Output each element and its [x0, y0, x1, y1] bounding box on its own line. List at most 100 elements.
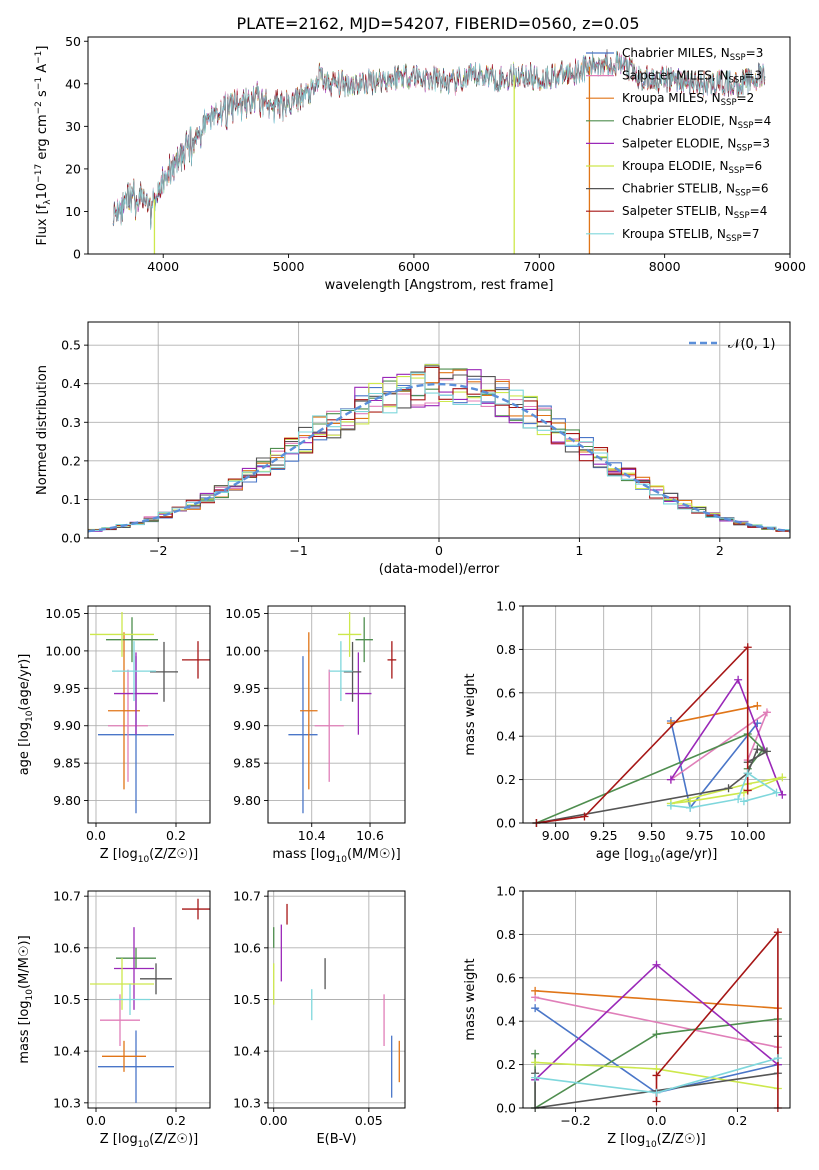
weight_vs_age-ytick-label: 0.6: [496, 685, 516, 700]
spectrum-ylabel: Flux [fλ10−17 erg cm−2 s−1 A−1]: [34, 46, 53, 246]
mass_vs_Z-ytick-label: 10.7: [53, 889, 81, 904]
spectrum-xtick-label: 7000: [523, 259, 555, 274]
weight_vs_age-marker-chabrier_stelib: [762, 747, 771, 756]
panels: 4000 5000 6000 7000 8000 900001020304050wavel…: [17, 34, 806, 1150]
age_vs_Z-ylabel: age [log10(age/yr)]: [17, 654, 35, 776]
age_vs_Z-ytick-label: 9.90: [53, 718, 81, 733]
spectrum-legend-label: Chabrier ELODIE, NSSP=4: [622, 114, 771, 131]
weight_vs_age-marker-salpeter_stelib: [743, 643, 752, 652]
weight_vs_Z-marker-chabrier_elodie: [652, 1030, 661, 1039]
mass_vs_Z-xtick-label: 0.2: [166, 1113, 186, 1128]
spectrum-legend-label: Chabrier STELIB, NSSP=6: [622, 182, 769, 199]
age_vs_Z-ytick-label: 9.85: [53, 756, 81, 771]
spectrum-legend-label: Kroupa ELODIE, NSSP=6: [622, 159, 762, 176]
weight_vs_age-xtick-label: 9.25: [590, 828, 618, 843]
residuals-ytick-label: 0.5: [61, 338, 81, 353]
residual-hist-kroupa_stelib: [88, 372, 790, 534]
age_vs_mass-xtick-label: 10.4: [298, 828, 326, 843]
mass_vs_Z-ytick-label: 10.4: [53, 1044, 81, 1059]
mass_vs_EBV-panel: 0.00 0.05 10.3 10.4 10.5 10.6 10.7 E(B-V): [233, 889, 406, 1147]
weight_vs_Z-xtick-label: 0.0: [647, 1113, 667, 1128]
residuals-xtick-label: 0: [435, 543, 443, 558]
weight_vs_age-line-chabrier_stelib: [536, 748, 770, 823]
weight_vs_age-marker-kroupa_stelib: [734, 795, 743, 804]
age_vs_Z-frame: [87, 605, 211, 824]
mass_vs_EBV-xlabel: E(B-V): [316, 1132, 356, 1147]
weight_vs_age-ytick-label: 0.8: [496, 642, 516, 657]
weight_vs_Z-line-kroupa_miles: [535, 990, 778, 1009]
residuals-ytick-label: 0.4: [61, 376, 81, 391]
weight_vs_Z-marker-kroupa_stelib: [531, 1073, 540, 1082]
spectrum-ytick-label: 20: [65, 161, 81, 176]
spectrum-ytick-label: 50: [65, 34, 81, 49]
weight_vs_age-ytick-label: 0.4: [496, 729, 516, 744]
weight_vs_Z-marker-salpeter_elodie: [652, 960, 661, 969]
weight_vs_age-marker-kroupa_stelib: [739, 797, 748, 806]
age_vs_Z-xlabel: Z [log10(Z/Z☉)]: [100, 847, 198, 865]
weight_vs_age-marker-kroupa_stelib: [686, 803, 695, 812]
weight_vs_Z-marker-kroupa_elodie: [531, 1058, 540, 1067]
age_vs_mass-frame: [267, 605, 406, 824]
age_vs_Z-ytick-label: 10.05: [45, 606, 81, 621]
residuals-xlabel: (data-model)/error: [379, 562, 500, 577]
weight_vs_age-ytick-label: 1.0: [496, 599, 516, 614]
mass_vs_EBV-ytick-label: 10.5: [233, 992, 261, 1007]
mass_vs_EBV-ytick-label: 10.4: [233, 1044, 261, 1059]
weight_vs_Z-ytick-label: 0.2: [496, 1057, 516, 1072]
spectrum-trace-kroupa_stelib: [112, 50, 766, 231]
spectrum-xtick-label: 6000: [398, 259, 430, 274]
residuals-ytick-label: 0.1: [61, 492, 81, 507]
weight_vs_age-marker-salpeter_elodie: [734, 675, 743, 684]
age_vs_mass-ytick-label: 9.85: [233, 756, 261, 771]
spectrum-xtick-label: 5000: [273, 259, 305, 274]
weight_vs_Z-xlabel: Z [log10(Z/Z☉)]: [607, 1132, 705, 1150]
weight_vs_Z-marker-kroupa_miles: [531, 986, 540, 995]
mass_vs_EBV-xtick-label: 0.05: [355, 1113, 383, 1128]
mass_vs_EBV-xtick-label: 0.00: [260, 1113, 288, 1128]
weight_vs_Z-ytick-label: 0.8: [496, 927, 516, 942]
weight_vs_Z-line-salpeter_stelib: [655, 930, 779, 1108]
weight_vs_Z-marker-chabrier_elodie: [531, 1049, 540, 1058]
residual-hist-salpeter_elodie: [88, 369, 790, 534]
spectrum-legend-label: Kroupa MILES, NSSP=2: [622, 91, 754, 108]
weight_vs_age-ytick-label: 0.0: [496, 816, 516, 831]
mass_vs_EBV-ytick-label: 10.6: [233, 940, 261, 955]
weight_vs_age-panel: 9.00 9.25 9.50 9.75 10.00 0.0 0.2 0.4 0.6 0.8 1.0 a…: [463, 599, 791, 865]
age_vs_mass-xlabel: mass [log10(M/M☉)]: [272, 847, 400, 865]
age_vs_mass-ytick-label: 10.05: [225, 606, 261, 621]
weight_vs_age-xtick-label: 9.00: [542, 828, 570, 843]
mass_vs_Z-ytick-label: 10.3: [53, 1095, 81, 1110]
weight_vs_age-marker-salpeter_miles: [762, 708, 771, 717]
spectrum-xtick-label: 4000: [147, 259, 179, 274]
weight_vs_Z-ytick-label: 0.0: [496, 1101, 516, 1116]
weight_vs_age-marker-kroupa_stelib: [743, 769, 752, 778]
age_vs_mass-xtick-label: 10.6: [356, 828, 384, 843]
age_vs_Z-ytick-label: 10.00: [45, 643, 81, 658]
spectrum-ytick-label: 10: [65, 204, 81, 219]
spectrum-ytick-label: 0: [73, 247, 81, 262]
spectrum-ytick-label: 30: [65, 119, 81, 134]
mass_vs_Z-frame: [87, 890, 211, 1109]
weight_vs_age-ylabel: mass weight: [463, 673, 478, 755]
weight_vs_age-marker-chabrier_stelib: [753, 745, 762, 754]
weight_vs_Z-marker-salpeter_stelib: [652, 1071, 661, 1080]
weight_vs_Z-ytick-label: 0.4: [496, 1014, 516, 1029]
weight_vs_age-xtick-label: 9.75: [686, 828, 714, 843]
age_vs_Z-ytick-label: 9.80: [53, 793, 81, 808]
residuals-xtick-label: 1: [575, 543, 583, 558]
residual-hist-chabrier_elodie: [88, 368, 790, 533]
weight_vs_Z-line-salpeter_miles: [534, 996, 779, 1048]
spectrum-legend-label: Kroupa STELIB, NSSP=7: [622, 227, 760, 244]
weight_vs_age-ytick-label: 0.2: [496, 772, 516, 787]
age_vs_Z-xtick-label: 0.2: [166, 828, 186, 843]
mass_vs_Z-xlabel: Z [log10(Z/Z☉)]: [100, 1132, 198, 1150]
residuals-xtick-label: −1: [289, 543, 307, 558]
residuals-frame: [87, 321, 791, 539]
age_vs_mass-ytick-label: 10.00: [225, 643, 261, 658]
weight_vs_Z-xtick-label: 0.2: [727, 1113, 747, 1128]
residuals-ytick-label: 0.3: [61, 415, 81, 430]
spectrum-frame: [87, 36, 791, 255]
weight_vs_Z-panel: −0.2 0.0 0.2 0.0 0.2 0.4 0.6 0.8 1.0 Z [log10(Z/Z…: [463, 884, 791, 1150]
age_vs_Z-ytick-label: 9.95: [53, 681, 81, 696]
weight_vs_age-xtick-label: 9.50: [638, 828, 666, 843]
